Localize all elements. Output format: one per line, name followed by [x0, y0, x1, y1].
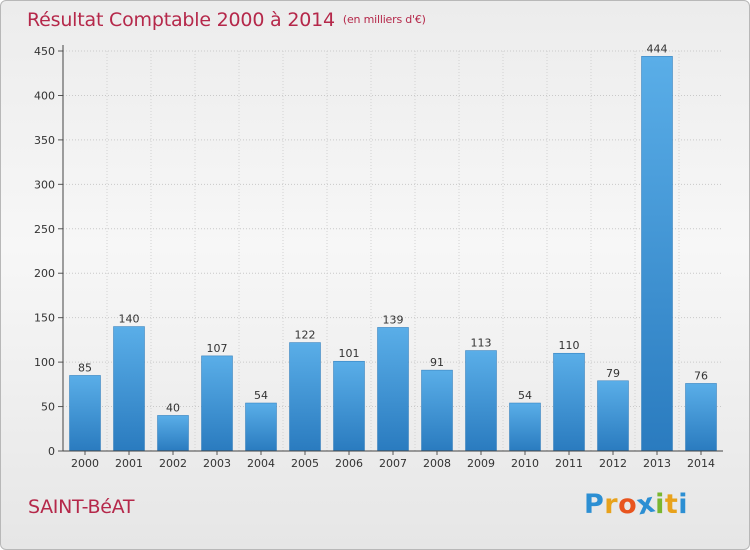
chart-title-text: Résultat Comptable 2000 à 2014 — [27, 9, 335, 31]
y-tick-label: 150 — [34, 312, 55, 325]
logo-letter: P — [584, 489, 605, 520]
chart-unit: (en milliers d'€) — [342, 13, 426, 26]
bar-2010 — [509, 402, 541, 452]
value-label-2005: 122 — [295, 329, 316, 342]
value-label-2010: 54 — [518, 389, 532, 402]
bar-2002 — [157, 415, 189, 452]
category-label-2002: 2002 — [159, 457, 187, 470]
y-tick-label: 250 — [34, 223, 55, 236]
logo-letter: r — [604, 489, 619, 520]
category-label-2011: 2011 — [555, 457, 583, 470]
y-tick-label: 450 — [34, 45, 55, 58]
bar-2003 — [201, 355, 233, 452]
category-label-2003: 2003 — [203, 457, 231, 470]
category-label-2010: 2010 — [511, 457, 539, 470]
bar-2000 — [69, 375, 101, 452]
bar-2007 — [377, 327, 409, 452]
category-label-2004: 2004 — [247, 457, 275, 470]
proxiti-logo: Proxiti — [584, 487, 689, 521]
y-tick-label: 100 — [34, 356, 55, 369]
value-label-2003: 107 — [207, 342, 228, 355]
value-label-2014: 76 — [694, 369, 708, 382]
bar-2001 — [113, 326, 145, 452]
value-label-2011: 110 — [559, 339, 580, 352]
bar-2013 — [641, 56, 673, 452]
value-label-2009: 113 — [471, 337, 492, 350]
value-label-2001: 140 — [119, 313, 140, 326]
y-tick-label: 400 — [34, 89, 55, 102]
bar-2014 — [685, 383, 717, 452]
bar-2004 — [245, 402, 277, 452]
y-tick-label: 0 — [48, 445, 55, 458]
axes — [58, 45, 723, 455]
category-label-2009: 2009 — [467, 457, 495, 470]
chart-title: Résultat Comptable 2000 à 2014 (en millie… — [27, 9, 426, 31]
bar-2006 — [333, 360, 365, 452]
category-label-2006: 2006 — [335, 457, 363, 470]
category-label-2013: 2013 — [643, 457, 671, 470]
bar-2011 — [553, 352, 585, 452]
value-label-2000: 85 — [78, 361, 92, 374]
logo-letter: i — [678, 489, 689, 520]
y-tick-label: 50 — [41, 401, 55, 414]
category-label-2000: 2000 — [71, 457, 99, 470]
category-label-2007: 2007 — [379, 457, 407, 470]
logo-letter: i — [655, 489, 665, 520]
value-label-2007: 139 — [383, 313, 404, 326]
category-label-2012: 2012 — [599, 457, 627, 470]
bar-2012 — [597, 380, 629, 452]
category-label-2008: 2008 — [423, 457, 451, 470]
value-label-2012: 79 — [606, 367, 620, 380]
y-tick-label: 300 — [34, 178, 55, 191]
value-label-2013: 444 — [647, 42, 668, 55]
category-label-2001: 2001 — [115, 457, 143, 470]
logo-letter: o — [618, 489, 638, 520]
grid-lines — [63, 50, 723, 451]
value-label-2002: 40 — [166, 401, 180, 414]
commune-name: SAINT-BéAT — [28, 496, 135, 518]
bars — [69, 56, 717, 452]
value-label-2006: 101 — [339, 347, 360, 360]
bar-2005 — [289, 342, 321, 452]
y-tick-label: 350 — [34, 134, 55, 147]
category-label-2014: 2014 — [687, 457, 715, 470]
y-tick-label: 200 — [34, 267, 55, 280]
labels: 0 50 100 150 200 250 300 350 400 450 85 2000 140 2001… — [34, 42, 715, 470]
logo-letter: t — [664, 489, 679, 520]
value-label-2004: 54 — [254, 389, 268, 402]
category-label-2005: 2005 — [291, 457, 319, 470]
bar-2008 — [421, 369, 453, 452]
value-label-2008: 91 — [430, 356, 444, 369]
bar-2009 — [465, 350, 497, 452]
